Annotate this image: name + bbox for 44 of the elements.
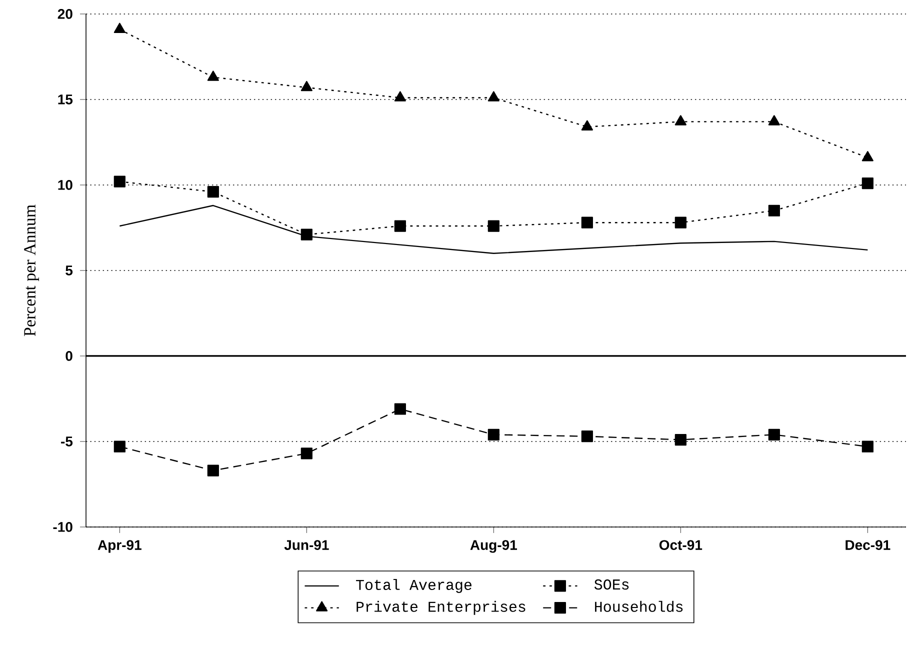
point: [114, 440, 126, 452]
point: [862, 177, 874, 190]
point: [300, 228, 312, 240]
y-tick-label: -5: [61, 436, 73, 446]
y-tick-label: 15: [58, 94, 73, 104]
point: [207, 186, 219, 198]
point: [300, 80, 312, 92]
point: [768, 204, 780, 216]
point: [394, 220, 406, 232]
point: [394, 403, 406, 415]
x-tick-label: Dec-91: [846, 540, 890, 550]
x-tick-label: Apr-91: [98, 540, 142, 553]
point: [114, 22, 126, 33]
point: [674, 115, 686, 126]
legend-label: Private Enterprises: [356, 600, 526, 615]
point: [207, 464, 219, 476]
y-axis-title: Percent per Annum: [24, 204, 39, 336]
legend-label: Total Average: [356, 579, 472, 593]
point: [674, 434, 686, 446]
y-tick-label: 5: [66, 266, 73, 276]
legend-label: Households: [595, 600, 683, 612]
point: [581, 216, 593, 228]
y-tick-label: 10: [58, 180, 72, 190]
point: [207, 70, 219, 81]
y-tick-label: 0: [66, 351, 72, 361]
x-tick-label: Aug-91: [470, 540, 518, 553]
point: [394, 91, 406, 102]
y-tick-label: -10: [53, 522, 72, 532]
legend-label: SOEs: [594, 579, 629, 590]
point: [674, 216, 686, 228]
x-tick-label: Jun-91: [284, 540, 329, 550]
point: [862, 151, 874, 162]
point: [114, 176, 126, 188]
point: [300, 448, 312, 460]
y-tick-label: 20: [58, 9, 72, 19]
point: [488, 428, 500, 440]
point: [488, 220, 500, 232]
point: [488, 91, 500, 102]
x-tick-label: Oct-91: [659, 540, 702, 550]
point: [768, 115, 780, 126]
point: [581, 120, 593, 130]
point: [862, 440, 874, 452]
point: [768, 428, 780, 440]
point: [581, 430, 593, 442]
